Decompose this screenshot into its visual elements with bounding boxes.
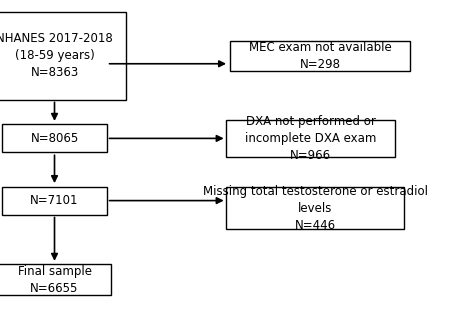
Text: N=7101: N=7101 [30, 194, 79, 207]
FancyBboxPatch shape [0, 264, 111, 295]
FancyBboxPatch shape [227, 120, 394, 157]
FancyBboxPatch shape [227, 187, 404, 230]
FancyBboxPatch shape [230, 41, 410, 71]
Text: MEC exam not available
N=298: MEC exam not available N=298 [248, 41, 392, 71]
FancyBboxPatch shape [0, 12, 126, 100]
FancyBboxPatch shape [2, 124, 107, 152]
Text: Final sample
N=6655: Final sample N=6655 [18, 265, 91, 295]
Text: Missing total testosterone or estradiol
levels
N=446: Missing total testosterone or estradiol … [203, 185, 428, 232]
Text: N=8065: N=8065 [30, 132, 79, 145]
Text: DXA not performed or
incomplete DXA exam
N=966: DXA not performed or incomplete DXA exam… [245, 115, 376, 162]
FancyBboxPatch shape [2, 187, 107, 215]
Text: NHANES 2017-2018
(18-59 years)
N=8363: NHANES 2017-2018 (18-59 years) N=8363 [0, 32, 113, 80]
